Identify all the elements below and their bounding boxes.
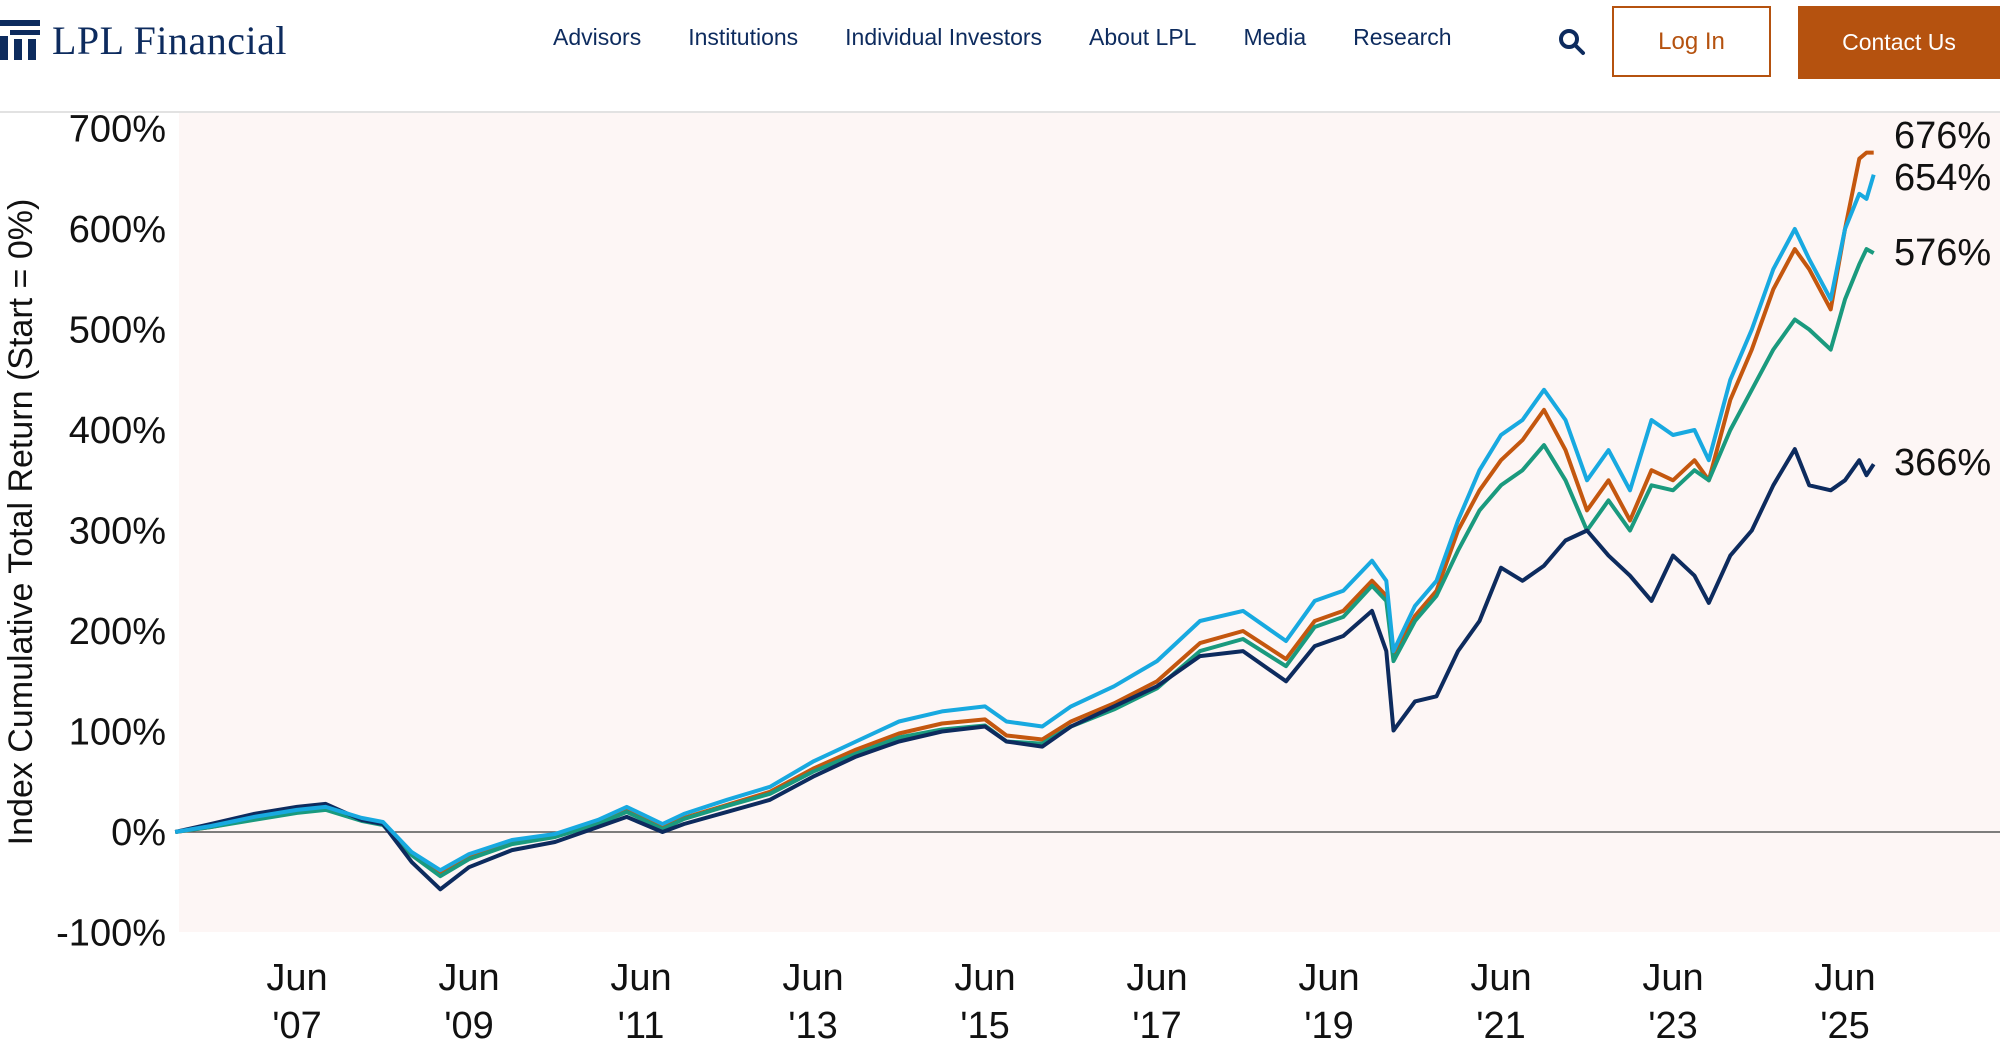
x-tick-label: Jun [438,957,499,999]
x-tick-label-year: '21 [1476,1005,1526,1047]
x-tick-label-year: '11 [618,1005,665,1047]
nav-research[interactable]: Research [1353,24,1452,50]
y-tick-label: 400% [69,410,166,452]
x-tick-label-year: '17 [1132,1005,1182,1047]
x-tick-label-year: '15 [960,1005,1010,1047]
y-tick-label: 600% [69,209,166,251]
nav-institutions[interactable]: Institutions [688,24,799,50]
x-tick-label-year: '13 [788,1005,838,1047]
main-nav: Advisors Institutions Individual Investo… [553,24,1499,51]
series-line [174,174,1876,873]
x-tick-label: Jun [266,957,327,999]
x-tick-label: Jun [1298,957,1359,999]
y-tick-label: 100% [69,712,166,754]
x-tick-label-year: '07 [272,1005,322,1047]
y-tick-label: 500% [69,310,166,352]
nav-media[interactable]: Media [1243,24,1307,50]
series-end-label: 366% [1894,442,1991,484]
x-tick-label: Jun [1814,957,1875,999]
x-tick-label: Jun [1642,957,1703,999]
y-axis-title: Index Cumulative Total Return (Start = 0… [2,199,40,846]
y-tick-label: 0% [111,812,166,854]
x-tick-label-year: '23 [1648,1005,1698,1047]
nav-individual-investors[interactable]: Individual Investors [845,24,1043,50]
search-icon[interactable] [1558,28,1586,56]
x-tick-label: Jun [954,957,1015,999]
plot-background [179,112,2000,932]
y-tick-label: -100% [56,913,166,955]
y-tick-label: 200% [69,611,166,653]
site-header: LPL Financial Advisors Institutions Indi… [0,0,2000,113]
series-line [174,247,1875,879]
x-tick-label-year: '25 [1820,1005,1870,1047]
x-tick-label: Jun [782,957,843,999]
series-end-label: 654% [1894,157,1991,199]
x-tick-label: Jun [1126,957,1187,999]
lpl-logo-icon [0,20,40,60]
x-tick-label: Jun [1470,957,1531,999]
logo-text: LPL Financial [52,17,287,63]
x-tick-label-year: '09 [444,1005,494,1047]
y-tick-label: 300% [69,511,166,553]
y-tick-label: 700% [69,109,166,151]
contact-us-button[interactable]: Contact Us [1798,6,2000,79]
login-button[interactable]: Log In [1612,6,1771,77]
logo[interactable]: LPL Financial [0,17,287,63]
nav-advisors[interactable]: Advisors [553,24,642,50]
nav-about-lpl[interactable]: About LPL [1089,24,1197,50]
series-end-label: 576% [1894,232,1991,274]
x-tick-label: Jun [610,957,671,999]
series-line [174,447,1876,892]
x-tick-label-year: '19 [1304,1005,1354,1047]
series-end-label: 676% [1894,115,1991,157]
